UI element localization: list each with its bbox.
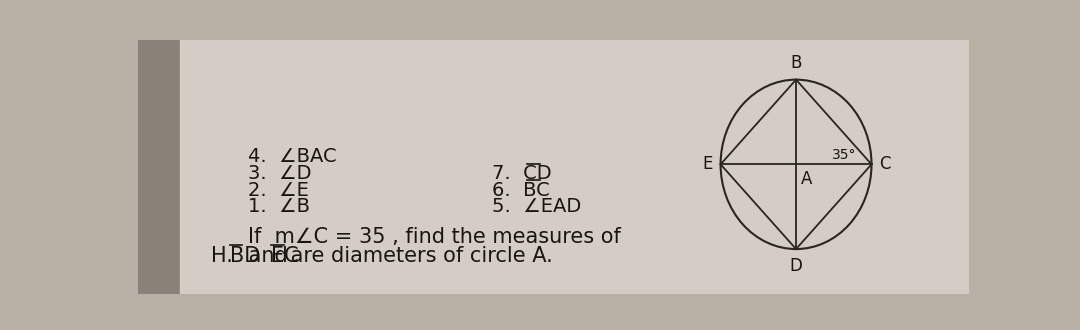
- Text: 2.  ∠E: 2. ∠E: [247, 181, 309, 200]
- Text: 7.  CD: 7. CD: [491, 164, 552, 183]
- Text: 3.  ∠D: 3. ∠D: [247, 164, 311, 183]
- Text: 6.  BC: 6. BC: [491, 181, 550, 200]
- Text: D: D: [789, 257, 802, 275]
- Text: 5.  ∠EAD: 5. ∠EAD: [491, 197, 581, 216]
- Text: EC: EC: [271, 246, 298, 266]
- Text: are diameters of circle A.: are diameters of circle A.: [284, 246, 553, 266]
- Text: A: A: [800, 171, 812, 188]
- Text: 4.  ∠BAC: 4. ∠BAC: [247, 148, 337, 166]
- Text: and: and: [242, 246, 294, 266]
- Text: 1.  ∠B: 1. ∠B: [247, 197, 310, 216]
- Bar: [138, 40, 180, 294]
- Text: 35°: 35°: [833, 148, 856, 162]
- Text: H.: H.: [211, 246, 232, 266]
- Text: If  m∠C = 35 , find the measures of: If m∠C = 35 , find the measures of: [247, 227, 621, 247]
- Text: B: B: [791, 54, 801, 72]
- Text: E: E: [702, 155, 713, 173]
- Text: BD: BD: [230, 246, 260, 266]
- Text: C: C: [879, 155, 891, 173]
